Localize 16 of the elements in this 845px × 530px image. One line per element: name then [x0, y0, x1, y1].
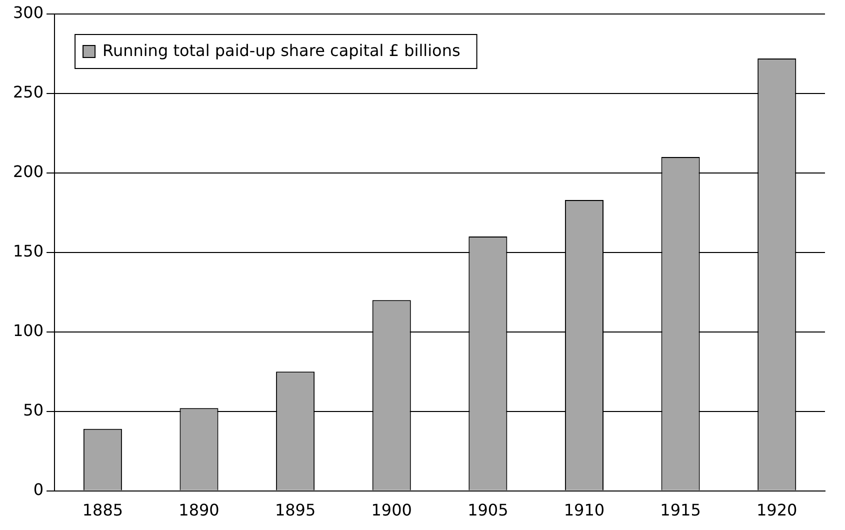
- y-tick-label: 0: [33, 480, 44, 499]
- y-tick-label: 50: [23, 400, 44, 420]
- x-tick-label: 1900: [371, 500, 412, 520]
- x-tick-label: 1920: [756, 500, 798, 520]
- x-tick-label: 1905: [468, 500, 508, 520]
- y-tick-label: 150: [12, 242, 44, 261]
- x-tick-label: 1885: [82, 500, 124, 520]
- legend-label: Running total paid-up share capital £ billions: [102, 41, 460, 60]
- x-tick-label: 1910: [564, 500, 605, 520]
- y-tick-label: 250: [12, 82, 44, 102]
- y-tick-label: 300: [12, 3, 44, 22]
- x-tick-label: 1915: [660, 500, 701, 520]
- x-tick-label: 1890: [178, 500, 220, 520]
- y-tick-label: 100: [12, 321, 44, 340]
- y-tick-label: 200: [12, 162, 44, 182]
- x-tick-label: 1895: [274, 500, 316, 520]
